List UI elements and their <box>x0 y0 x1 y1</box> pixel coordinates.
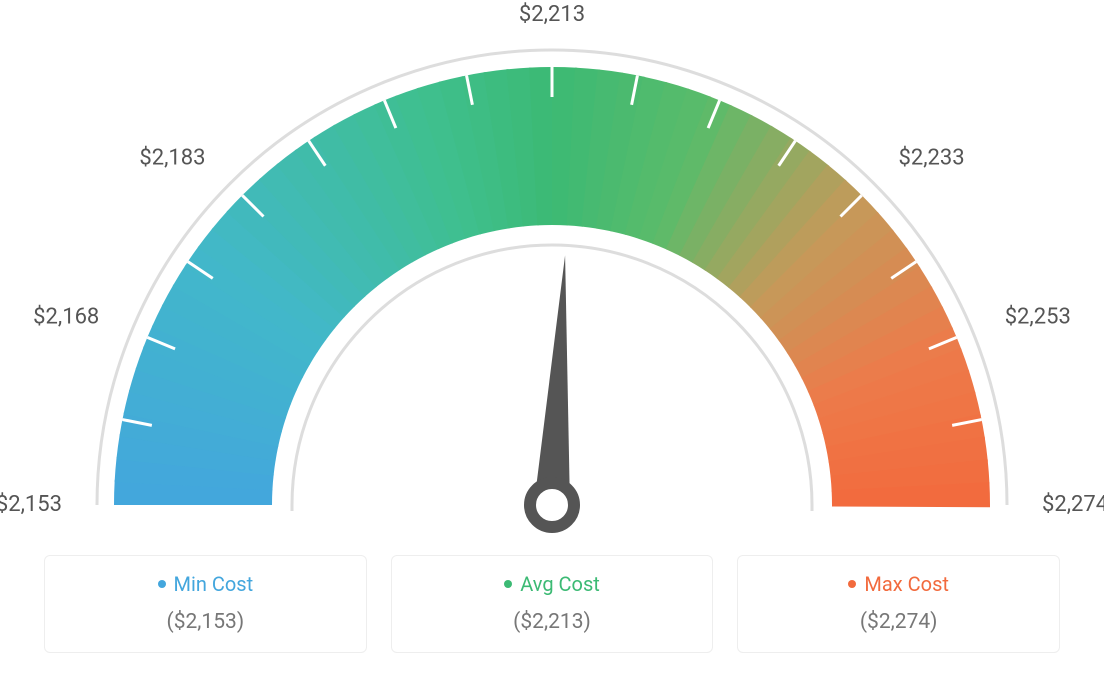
gauge-chart: $2,153 $2,168 $2,183 $2,213 $2,233 $2,253 $2,2… <box>0 0 1104 545</box>
legend-card-min: Min Cost ($2,153) <box>44 555 367 653</box>
gauge-svg: $2,153 $2,168 $2,183 $2,213 $2,233 $2,253 $2,2… <box>0 0 1104 545</box>
legend-dot-max <box>848 580 856 588</box>
svg-text:$2,233: $2,233 <box>898 146 964 171</box>
legend-value-max: ($2,274) <box>748 610 1049 634</box>
legend-label-avg: Avg Cost <box>520 572 600 596</box>
legend-row: Min Cost ($2,153) Avg Cost ($2,213) Max … <box>0 555 1104 653</box>
svg-text:$2,183: $2,183 <box>139 146 205 171</box>
legend-dot-avg <box>504 580 512 588</box>
svg-text:$2,213: $2,213 <box>519 2 585 27</box>
legend-card-avg: Avg Cost ($2,213) <box>391 555 714 653</box>
legend-card-max: Max Cost ($2,274) <box>737 555 1060 653</box>
legend-title-max: Max Cost <box>848 572 949 596</box>
legend-dot-min <box>158 580 166 588</box>
legend-label-max: Max Cost <box>864 572 949 596</box>
legend-title-avg: Avg Cost <box>504 572 600 596</box>
svg-text:$2,253: $2,253 <box>1005 304 1071 329</box>
legend-title-min: Min Cost <box>158 572 254 596</box>
legend-value-avg: ($2,213) <box>402 610 703 634</box>
svg-text:$2,153: $2,153 <box>0 492 62 517</box>
svg-text:$2,274: $2,274 <box>1042 492 1104 517</box>
legend-label-min: Min Cost <box>174 572 254 596</box>
svg-text:$2,168: $2,168 <box>33 304 99 329</box>
legend-value-min: ($2,153) <box>55 610 356 634</box>
